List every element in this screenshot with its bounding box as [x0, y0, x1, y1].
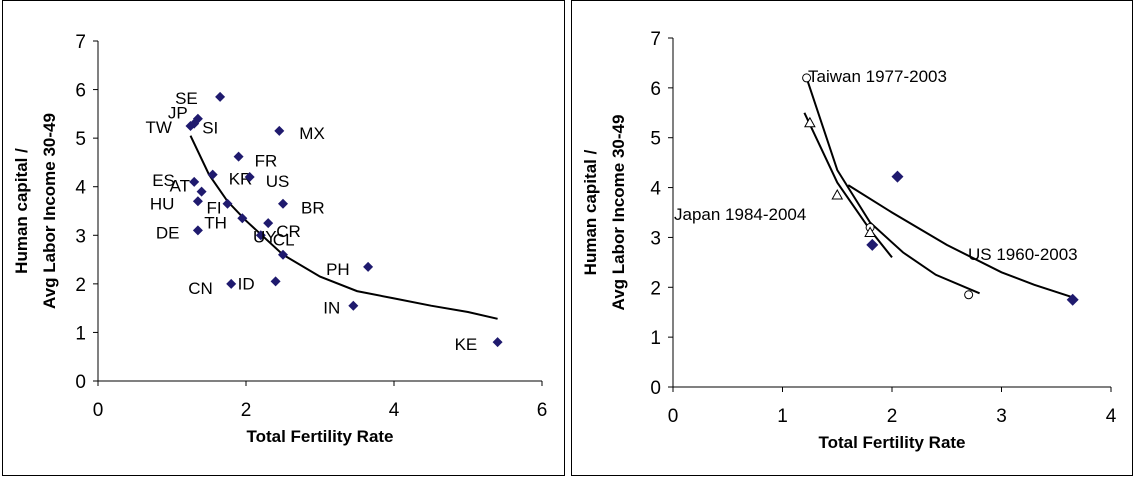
- y-tick-label: 3: [75, 226, 86, 247]
- point-label-us: US: [266, 172, 290, 191]
- point-label-id: ID: [238, 274, 255, 293]
- point-label-si: SI: [202, 119, 218, 138]
- y-tick-label: 4: [650, 179, 661, 200]
- y-tick-label: 1: [650, 328, 661, 349]
- y-tick-label: 5: [75, 129, 86, 150]
- y-tick-label: 0: [650, 378, 661, 399]
- series-label-us: US 1960-2003: [968, 245, 1078, 264]
- y-tick-label: 6: [75, 81, 86, 102]
- data-point-cr: [263, 218, 274, 229]
- point-label-fi: FI: [207, 199, 222, 218]
- data-point-ke: [492, 337, 503, 348]
- x-axis-title: Total Fertility Rate: [246, 427, 393, 446]
- y-tick-label: 7: [75, 32, 86, 53]
- y-tick-label: 4: [75, 178, 86, 199]
- y-axis-title-line1: Human capital /: [581, 149, 600, 275]
- data-point-hu: [192, 196, 203, 207]
- data-point-si: [189, 118, 200, 129]
- point-label-kr: KR: [229, 170, 253, 189]
- x-tick-label: 2: [887, 406, 898, 427]
- x-tick-label: 0: [668, 406, 679, 427]
- data-point-us: [244, 172, 255, 182]
- data-point-id: [270, 276, 281, 287]
- point-label-ph: PH: [326, 260, 350, 279]
- y-axis-title-line2: Avg Labor Income 30-49: [40, 113, 59, 309]
- x-tick-label: 6: [537, 400, 548, 421]
- y-tick-label: 7: [650, 29, 661, 50]
- data-point-in: [348, 300, 359, 311]
- point-label-th: TH: [204, 213, 227, 232]
- y-tick-label: 2: [75, 275, 86, 296]
- series-label-japan: Japan 1984-2004: [674, 205, 806, 224]
- point-label-tw: TW: [146, 118, 172, 137]
- y-axis-title-line1: Human capital /: [12, 148, 31, 274]
- left-chart-panel: 0 1 2 3 4 5 6 7 0 2 4 6 Total Fertility Rate Human ca…: [2, 0, 565, 476]
- x-tick-label: 3: [996, 406, 1007, 427]
- y-tick-label: 6: [650, 79, 661, 100]
- right-scatter-chart: 0 1 2 3 4 5 6 7 0 1 2 3 4 Total Fertility Rate Human c…: [581, 29, 1117, 452]
- data-point-taiwan-1: [802, 73, 812, 83]
- data-point-kr: [207, 169, 218, 180]
- right-chart-panel: 0 1 2 3 4 5 6 7 0 1 2 3 4 Total Fertility Rate Human c…: [571, 0, 1133, 476]
- data-point-japan-2: [831, 189, 844, 200]
- y-tick-label: 0: [75, 372, 86, 393]
- point-label-in: IN: [323, 299, 340, 318]
- data-point-fi: [222, 198, 233, 209]
- point-label-fr: FR: [255, 152, 278, 171]
- y-tick-label: 2: [650, 278, 661, 299]
- y-tick-label: 1: [75, 323, 86, 344]
- data-point-de: [192, 225, 203, 236]
- x-tick-label: 2: [241, 400, 252, 421]
- fit-curve-japan: [803, 112, 893, 259]
- point-label-es: ES: [152, 171, 175, 190]
- fit-curve: [189, 135, 498, 320]
- point-label-br: BR: [301, 199, 325, 218]
- data-point-japan-1: [804, 116, 816, 128]
- x-tick-label: 1: [777, 406, 788, 427]
- point-label-at: AT: [170, 177, 190, 196]
- data-point-mx: [274, 125, 285, 136]
- series-label-taiwan: Taiwan 1977-2003: [808, 67, 947, 86]
- data-point-fr: [233, 151, 244, 162]
- x-tick-label: 4: [389, 400, 400, 421]
- data-point-us-1: [891, 170, 904, 183]
- y-axis-title-line2: Avg Labor Income 30-49: [609, 115, 628, 311]
- point-label-cr: CR: [276, 222, 301, 241]
- data-point-taiwan-3: [964, 290, 974, 300]
- point-label-ke: KE: [455, 335, 478, 354]
- data-point-cn: [226, 278, 237, 289]
- data-point-ph: [363, 261, 374, 272]
- x-axis-title: Total Fertility Rate: [818, 433, 965, 452]
- point-label-hu: HU: [150, 194, 175, 213]
- point-label-cn: CN: [188, 279, 213, 298]
- data-point-br: [278, 198, 288, 209]
- y-tick-label: 5: [650, 129, 661, 150]
- point-label-de: DE: [156, 223, 180, 242]
- data-point-japan-3: [864, 226, 876, 237]
- point-label-uy: UY: [253, 228, 277, 247]
- x-tick-label: 4: [1106, 406, 1117, 427]
- point-label-cl: CL: [273, 230, 295, 249]
- data-point-th: [237, 213, 248, 224]
- point-label-mx: MX: [299, 124, 325, 143]
- data-point-uy: [278, 249, 288, 260]
- x-tick-label: 0: [93, 400, 104, 421]
- point-label-jp: JP: [168, 104, 188, 123]
- fit-curve-taiwan: [805, 77, 980, 295]
- left-scatter-chart: 0 1 2 3 4 5 6 7 0 2 4 6 Total Fertility Rate Human ca…: [12, 32, 548, 446]
- data-point-us-3: [1066, 293, 1079, 306]
- data-point-at: [196, 186, 207, 197]
- data-point-es: [189, 176, 200, 187]
- y-tick-label: 3: [650, 228, 661, 249]
- point-label-se: SE: [175, 89, 198, 108]
- data-point-us-2: [866, 238, 879, 251]
- data-point-se: [215, 91, 226, 102]
- fit-curve-us: [847, 184, 1074, 299]
